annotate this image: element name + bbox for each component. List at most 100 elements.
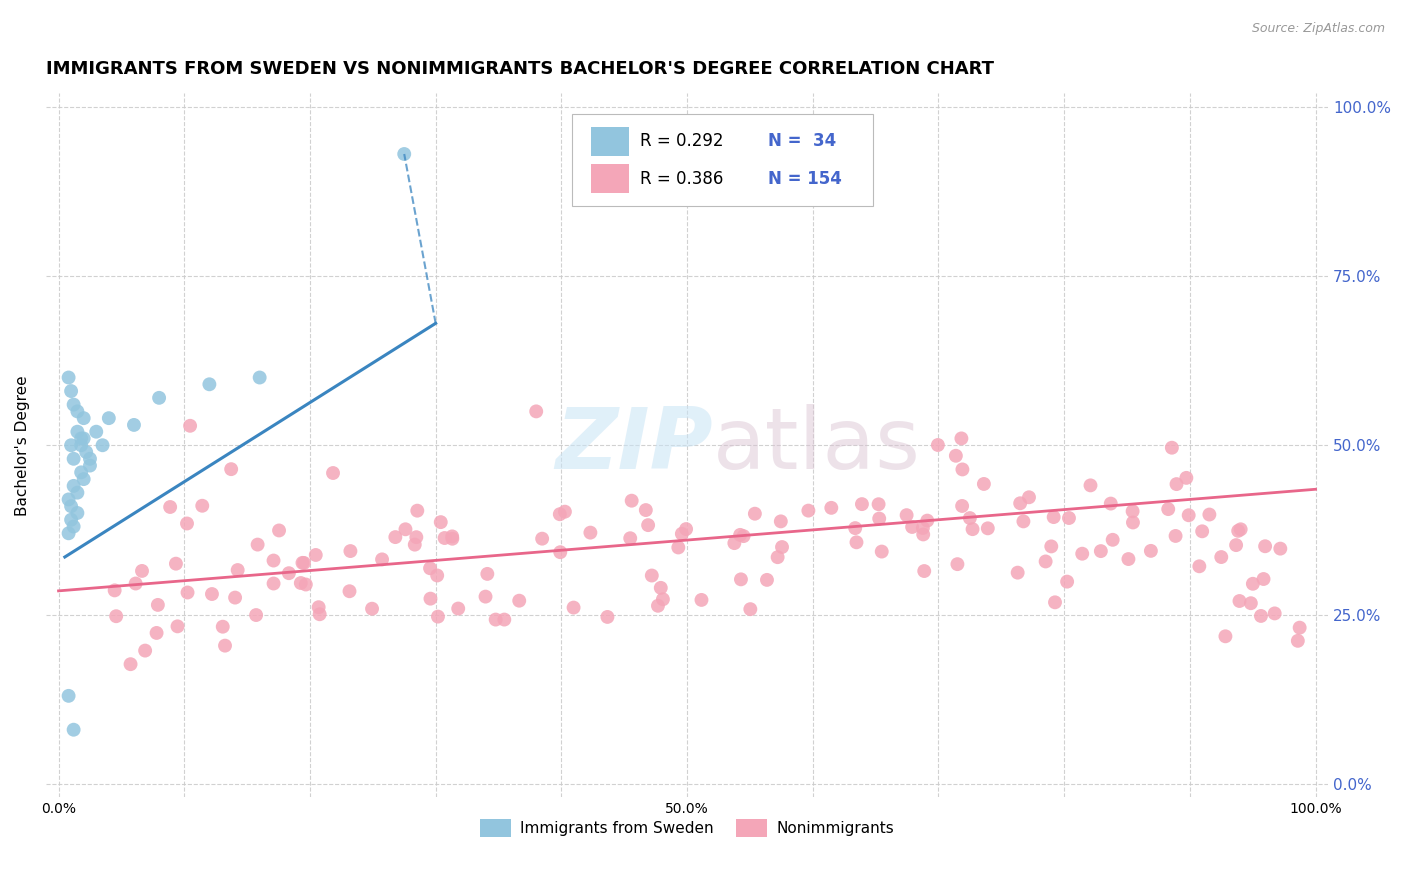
- Point: [322, 466, 344, 480]
- Point: [70, 466, 93, 480]
- Point: [927, 438, 949, 452]
- Point: [1018, 490, 1040, 504]
- Point: [508, 593, 530, 607]
- Point: [531, 532, 554, 546]
- Point: [60, 513, 83, 527]
- Point: [671, 526, 693, 541]
- Point: [1175, 471, 1198, 485]
- Point: [1010, 496, 1032, 510]
- Point: [277, 566, 299, 581]
- Point: [851, 497, 873, 511]
- Point: [198, 377, 221, 392]
- Point: [950, 432, 973, 446]
- Point: [1215, 629, 1237, 643]
- Point: [405, 530, 427, 544]
- Point: [394, 522, 416, 536]
- Point: [1007, 566, 1029, 580]
- Point: [650, 581, 672, 595]
- Point: [1177, 508, 1199, 523]
- Point: [263, 576, 285, 591]
- Point: [291, 556, 314, 570]
- Point: [361, 601, 384, 615]
- Point: [392, 147, 415, 161]
- Point: [728, 528, 751, 542]
- Point: [62, 479, 84, 493]
- Point: [977, 521, 1000, 535]
- Point: [1229, 522, 1251, 536]
- Point: [950, 499, 973, 513]
- Point: [1057, 511, 1080, 525]
- Point: [1288, 621, 1310, 635]
- Point: [97, 411, 120, 425]
- Point: [912, 527, 935, 541]
- Point: [339, 584, 361, 599]
- Point: [844, 521, 866, 535]
- Point: [912, 564, 935, 578]
- Point: [419, 591, 441, 606]
- Point: [124, 576, 146, 591]
- Point: [246, 538, 269, 552]
- Point: [70, 432, 93, 446]
- Point: [134, 643, 156, 657]
- Point: [339, 544, 361, 558]
- Point: [226, 563, 249, 577]
- Point: [292, 556, 315, 570]
- Point: [690, 593, 713, 607]
- Point: [911, 521, 934, 535]
- Point: [1225, 538, 1247, 552]
- Point: [1250, 609, 1272, 624]
- Point: [770, 540, 793, 554]
- Point: [1160, 441, 1182, 455]
- Point: [845, 535, 868, 549]
- Point: [1101, 533, 1123, 547]
- Point: [1254, 539, 1277, 553]
- Point: [79, 451, 101, 466]
- Text: Source: ZipAtlas.com: Source: ZipAtlas.com: [1251, 22, 1385, 36]
- Point: [73, 432, 96, 446]
- Point: [1040, 540, 1063, 554]
- FancyBboxPatch shape: [591, 164, 630, 194]
- Point: [211, 620, 233, 634]
- Point: [58, 526, 80, 541]
- Point: [579, 525, 602, 540]
- Point: [723, 536, 745, 550]
- Point: [1035, 554, 1057, 568]
- Point: [201, 587, 224, 601]
- Point: [433, 531, 456, 545]
- Point: [159, 500, 181, 514]
- Point: [60, 499, 83, 513]
- Point: [84, 425, 107, 439]
- Point: [973, 477, 995, 491]
- Text: R = 0.386: R = 0.386: [640, 169, 723, 187]
- Point: [755, 573, 778, 587]
- Point: [820, 500, 842, 515]
- Point: [1166, 477, 1188, 491]
- Point: [1043, 595, 1066, 609]
- Point: [1264, 607, 1286, 621]
- Point: [308, 607, 330, 622]
- Legend: Immigrants from Sweden, Nonimmigrants: Immigrants from Sweden, Nonimmigrants: [474, 813, 900, 843]
- Point: [1240, 596, 1263, 610]
- Point: [554, 505, 576, 519]
- Point: [145, 626, 167, 640]
- Y-axis label: Bachelor's Degree: Bachelor's Degree: [15, 375, 30, 516]
- Point: [1080, 478, 1102, 492]
- Point: [596, 610, 619, 624]
- Point: [766, 550, 789, 565]
- Point: [945, 449, 967, 463]
- Point: [66, 425, 89, 439]
- Point: [429, 515, 451, 529]
- Point: [214, 639, 236, 653]
- Point: [70, 438, 93, 452]
- Point: [191, 499, 214, 513]
- Point: [166, 619, 188, 633]
- Point: [73, 472, 96, 486]
- Point: [548, 545, 571, 559]
- Point: [1099, 497, 1122, 511]
- Point: [870, 544, 893, 558]
- Point: [1270, 541, 1292, 556]
- Point: [249, 370, 271, 384]
- Point: [637, 518, 659, 533]
- Point: [797, 503, 820, 517]
- Point: [740, 602, 762, 616]
